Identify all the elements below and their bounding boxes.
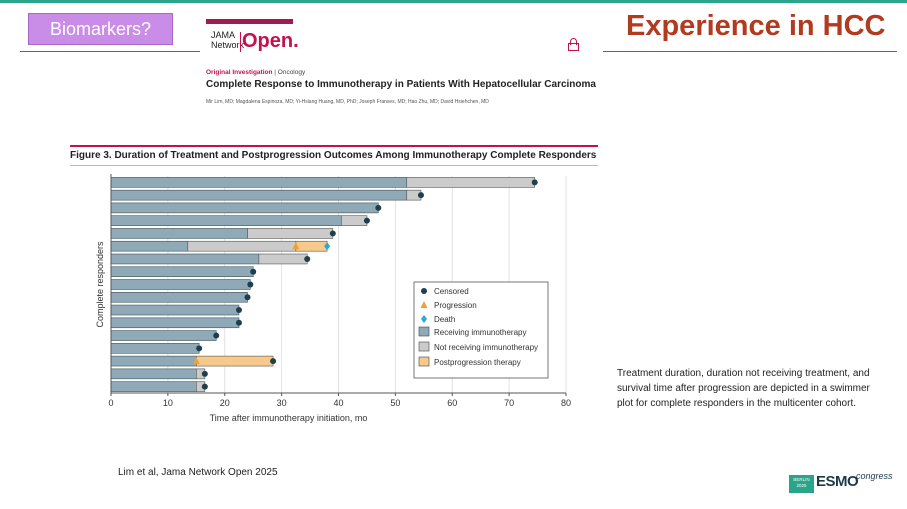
marker-progression: [192, 357, 200, 365]
x-tick-label: 10: [163, 398, 173, 408]
bar-receiving: [110, 240, 189, 252]
figure-top-rule: [70, 145, 598, 147]
journal-logo-small: JAMA Network: [211, 30, 244, 50]
figure-title: Figure 3. Duration of Treatment and Post…: [70, 150, 597, 161]
article-section: | Oncology: [274, 69, 306, 76]
journal-small-1: JAMA: [211, 30, 236, 40]
esmo-congress-logo: BERLIN 2025 ESMO congress: [789, 471, 893, 495]
marker-censored: [304, 255, 311, 262]
article-authors: Mir Lim, MD; Magdalena Espinoza, MD; Yi-…: [206, 99, 489, 105]
bar-receiving: [110, 381, 197, 392]
bar-receiving: [110, 215, 342, 226]
marker-censored: [201, 370, 208, 377]
title-underline-left: [20, 51, 200, 52]
bar-receiving: [110, 279, 251, 290]
bar-not-receiving: [341, 215, 368, 226]
journal-small-2: Network: [211, 40, 245, 50]
marker-censored: [201, 383, 208, 390]
bar-receiving: [110, 177, 408, 188]
marker-progression: [292, 242, 300, 250]
marker-censored: [213, 332, 220, 339]
legend-marker-0: [421, 288, 427, 294]
x-tick-label: 80: [561, 398, 571, 408]
legend-swatch: [418, 341, 430, 352]
bar-receiving: [110, 304, 240, 316]
marker-censored: [244, 294, 251, 301]
legend-marker-label: Death: [434, 315, 455, 324]
bar-not-receiving: [406, 177, 536, 188]
bar-receiving: [110, 317, 240, 329]
x-tick-label: 50: [390, 398, 400, 408]
journal-brand-bar: [206, 19, 293, 24]
bar-not-receiving: [258, 253, 308, 265]
bar-receiving: [110, 189, 408, 201]
legend-bar-label: Receiving immunotherapy: [434, 328, 527, 337]
x-axis-label: Time after immunotherapy initiation, mo: [210, 413, 368, 423]
journal-logo-divider: [240, 32, 241, 52]
marker-death: [324, 242, 331, 251]
marker-censored: [250, 268, 257, 275]
figure-caption: Treatment duration, duration not receivi…: [617, 368, 870, 409]
article-type-label: Original Investigation: [206, 69, 273, 76]
x-tick-label: 30: [277, 398, 287, 408]
marker-censored: [375, 204, 382, 211]
article-title: Complete Response to Immunotherapy in Pa…: [206, 79, 596, 90]
legend-marker-2: [421, 315, 427, 323]
figure-title-rule: [70, 165, 598, 166]
bar-receiving: [110, 266, 254, 278]
bar-receiving: [110, 330, 217, 341]
esmo-logo-box: BERLIN 2025: [789, 475, 814, 493]
marker-censored: [247, 281, 254, 288]
bar-receiving: [110, 368, 197, 380]
legend-bar-label: Postprogression therapy: [434, 358, 521, 367]
marker-censored: [531, 179, 538, 186]
bar-postprogression: [196, 355, 274, 367]
marker-censored: [235, 307, 242, 314]
bar-receiving: [110, 343, 200, 354]
bar-receiving: [110, 291, 248, 303]
bar-receiving: [110, 228, 248, 239]
esmo-logo-word: ESMO: [816, 473, 859, 490]
legend-bar-label: Not receiving immunotherapy: [434, 343, 538, 352]
legend-marker-label: Progression: [434, 301, 477, 310]
legend-swatch: [418, 356, 430, 367]
marker-censored: [329, 230, 336, 237]
bar-receiving: [110, 253, 260, 265]
bar-receiving: [110, 202, 379, 214]
bar-postprogression: [295, 240, 328, 252]
bar-not-receiving: [187, 240, 297, 252]
x-tick-label: 0: [108, 398, 113, 408]
journal-name: Open.: [242, 30, 299, 52]
slide-title: Experience in HCC: [626, 10, 886, 42]
legend-swatch: [418, 326, 430, 337]
esmo-logo-congress: congress: [856, 471, 893, 481]
x-tick-label: 60: [447, 398, 457, 408]
x-tick-label: 70: [504, 398, 514, 408]
marker-censored: [417, 192, 424, 199]
biomarkers-tag: Biomarkers?: [28, 13, 173, 45]
bar-not-receiving: [247, 228, 334, 239]
legend-marker-1: [420, 301, 428, 308]
marker-censored: [196, 345, 203, 352]
marker-censored: [270, 358, 277, 365]
citation: Lim et al, Jama Network Open 2025: [118, 467, 278, 478]
y-axis-label: Complete responders: [95, 241, 105, 328]
marker-censored: [235, 319, 242, 326]
x-tick-label: 20: [220, 398, 230, 408]
article-type: Original Investigation | Oncology: [206, 69, 305, 76]
bar-receiving: [110, 355, 197, 367]
open-access-lock-icon: [568, 38, 579, 51]
title-underline-right: [603, 51, 897, 52]
legend-box: [413, 281, 549, 379]
marker-censored: [363, 217, 370, 224]
top-accent-bar: [0, 0, 907, 3]
x-tick-label: 40: [333, 398, 343, 408]
legend-marker-label: Censored: [434, 287, 469, 296]
